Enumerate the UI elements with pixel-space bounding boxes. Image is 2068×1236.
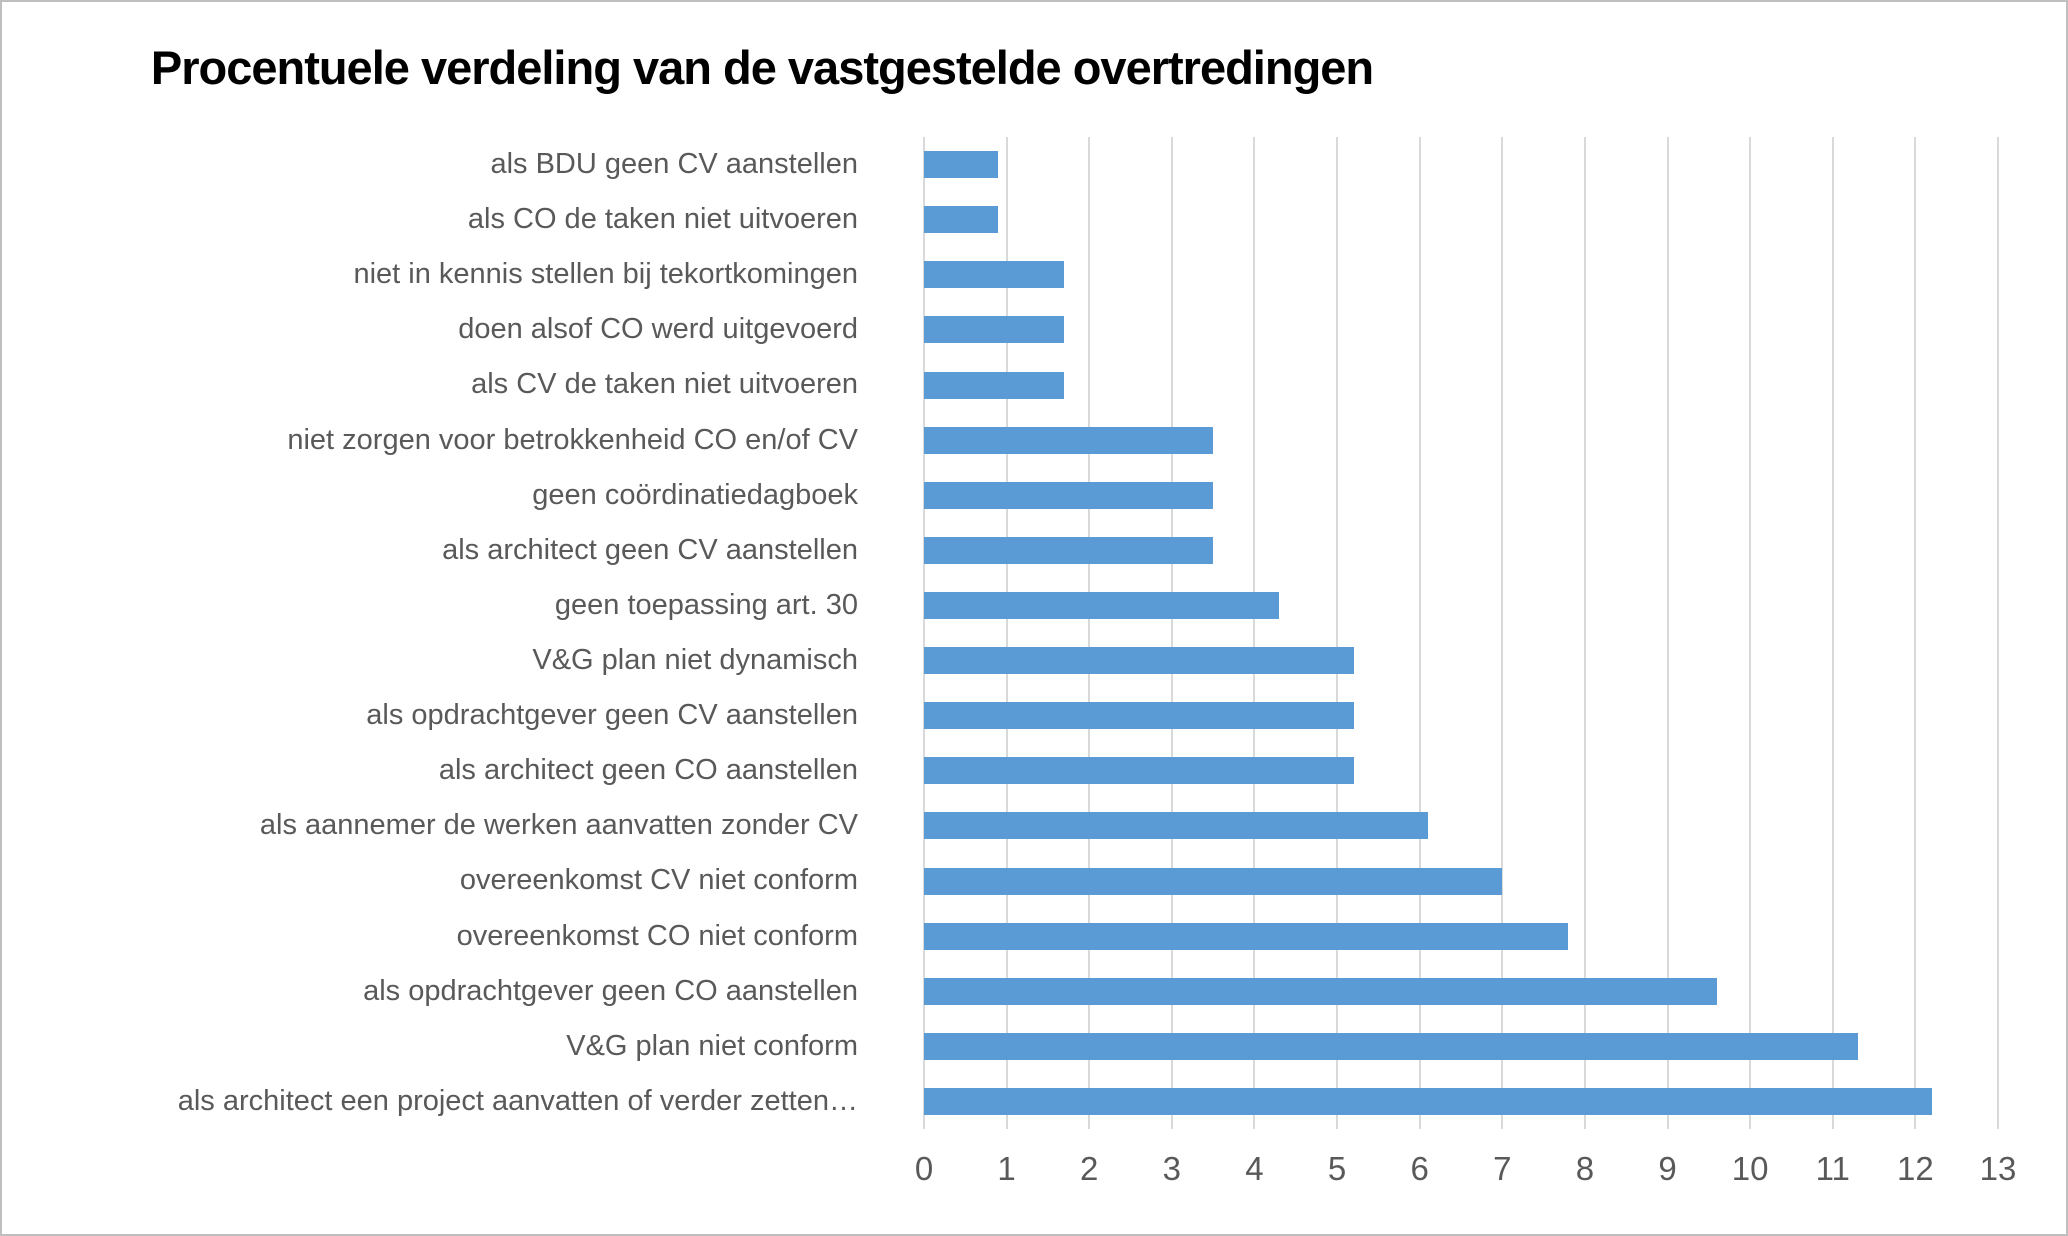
bar: [924, 426, 1214, 454]
gridline: [1336, 137, 1339, 1129]
x-tick-label: 3: [1162, 1150, 1182, 1187]
bar: [924, 977, 1718, 1005]
category-label: geen coördinatiedagboek: [532, 478, 858, 511]
gridline: [1583, 137, 1586, 1129]
x-tick-label: 6: [1410, 1150, 1429, 1187]
plot-area: [923, 137, 1999, 1129]
category-axis-labels: als BDU geen CV aanstellen als CO de take…: [2, 137, 892, 1129]
x-tick-label: 5: [1327, 1150, 1347, 1187]
category-label: V&G plan niet conform: [566, 1029, 858, 1062]
x-tick-label: 11: [1815, 1150, 1850, 1187]
bar: [924, 261, 1065, 289]
category-label: doen alsof CO werd uitgevoerd: [458, 313, 858, 346]
gridline: [1501, 137, 1504, 1129]
gridline: [1418, 137, 1421, 1129]
gridline: [1253, 137, 1256, 1129]
category-label: als aannemer de werken aanvatten zonder …: [259, 809, 858, 842]
bar: [924, 536, 1214, 564]
x-tick-label: 8: [1575, 1150, 1595, 1187]
bar: [924, 647, 1354, 675]
gridline: [1088, 137, 1091, 1129]
bar: [924, 757, 1354, 785]
x-tick-label: 13: [1979, 1150, 2017, 1187]
x-tick-label: 1: [997, 1150, 1016, 1187]
category-label: als opdrachtgever geen CO aanstellen: [363, 974, 858, 1007]
x-tick-label: 0: [914, 1150, 934, 1187]
category-label: als CO de taken niet uitvoeren: [467, 203, 858, 236]
gridline: [1170, 137, 1173, 1129]
bar: [924, 1087, 1932, 1115]
x-tick-label: 2: [1080, 1150, 1099, 1187]
bar: [924, 206, 999, 234]
gridline: [1005, 137, 1008, 1129]
x-tick-label: 7: [1493, 1150, 1512, 1187]
bar: [924, 867, 1503, 895]
x-tick-label: 10: [1731, 1150, 1769, 1187]
bar: [924, 151, 999, 179]
x-tick-label: 9: [1658, 1150, 1677, 1187]
bar: [924, 591, 1280, 619]
category-label: als opdrachtgever geen CV aanstellen: [366, 699, 858, 732]
gridline: [923, 137, 925, 1129]
bar: [924, 812, 1428, 840]
x-tick-label: 12: [1897, 1150, 1934, 1187]
category-label: niet in kennis stellen bij tekortkominge…: [353, 258, 858, 291]
bar: [924, 1032, 1858, 1060]
bar: [924, 371, 1065, 399]
gridline: [1749, 137, 1752, 1129]
category-label: als architect geen CV aanstellen: [442, 533, 858, 566]
bar: [924, 702, 1354, 730]
category-label: als architect geen CO aanstellen: [438, 754, 858, 787]
chart-title: Procentuele verdeling van de vastgesteld…: [150, 41, 1374, 94]
gridline: [1666, 137, 1669, 1129]
gridline: [1831, 137, 1834, 1129]
category-label: niet zorgen voor betrokkenheid CO en/of …: [287, 423, 858, 456]
category-label: als architect een project aanvatten of v…: [177, 1084, 858, 1117]
category-label: geen toepassing art. 30: [554, 588, 858, 621]
x-axis-tick-labels: 0 1 2 3 4 5 6 7 8 9 10 11 12 13: [2, 1150, 2066, 1200]
category-label: overeenkomst CV niet conform: [459, 864, 858, 897]
category-label: V&G plan niet dynamisch: [532, 644, 858, 677]
bar: [924, 316, 1065, 344]
gridline: [1997, 137, 1999, 1129]
bar: [924, 481, 1214, 509]
bar: [924, 922, 1569, 950]
category-label: als BDU geen CV aanstellen: [490, 148, 858, 181]
gridline: [1914, 137, 1917, 1129]
category-label: overeenkomst CO niet conform: [456, 919, 858, 952]
x-tick-label: 4: [1245, 1150, 1264, 1187]
category-label: als CV de taken niet uitvoeren: [471, 368, 858, 401]
